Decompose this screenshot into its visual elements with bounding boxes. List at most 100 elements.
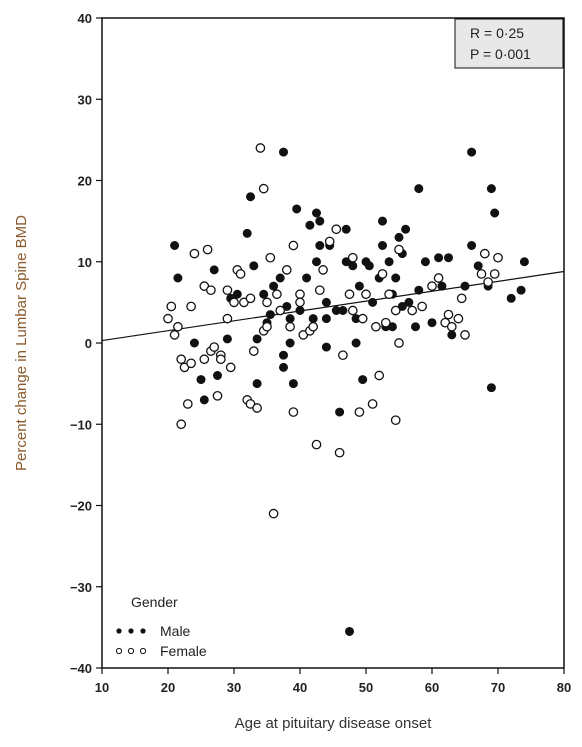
- legend-female-dot: [115, 647, 123, 655]
- legend-female-dot: [127, 647, 135, 655]
- data-point-female: [483, 277, 493, 287]
- data-point-female: [384, 289, 394, 300]
- data-point-male: [259, 289, 269, 299]
- data-point-male: [199, 395, 209, 405]
- data-point-male: [252, 379, 262, 389]
- data-point-female: [390, 305, 401, 316]
- legend-male-dot: [116, 628, 122, 634]
- data-point-female: [493, 252, 503, 263]
- data-point-male: [196, 375, 206, 385]
- y-tick-label: −30: [70, 580, 92, 595]
- data-point-male: [377, 216, 387, 226]
- data-point-female: [367, 399, 378, 409]
- data-point-male: [278, 147, 288, 157]
- data-point-male: [394, 232, 404, 242]
- data-point-male: [410, 322, 420, 332]
- data-point-male: [275, 273, 285, 283]
- data-point-female: [453, 313, 464, 324]
- data-point-male: [242, 228, 252, 238]
- data-point-male: [414, 184, 424, 194]
- data-point-female: [169, 330, 180, 340]
- y-tick-label: −10: [70, 417, 92, 432]
- data-point-female: [189, 248, 200, 259]
- data-point-male: [173, 273, 183, 283]
- legend: Gender Male Female: [115, 594, 207, 659]
- data-point-male: [213, 370, 223, 380]
- data-point-female: [245, 293, 256, 304]
- legend-title: Gender: [131, 594, 178, 610]
- data-point-female: [199, 354, 210, 365]
- x-tick-marks: [101, 668, 565, 674]
- data-point-male: [288, 379, 298, 389]
- data-point-female: [186, 358, 196, 369]
- data-point-female: [225, 362, 236, 373]
- legend-male-dot: [128, 628, 134, 634]
- data-point-female: [427, 281, 437, 291]
- data-point-female: [248, 346, 259, 356]
- data-point-female: [262, 321, 272, 332]
- data-point-male: [335, 407, 345, 417]
- data-point-male: [232, 289, 242, 299]
- data-point-male: [519, 257, 529, 267]
- stats-p-text: P = 0·001: [470, 46, 531, 62]
- data-point-male: [308, 314, 318, 324]
- data-point-male: [427, 318, 437, 328]
- data-point-female: [288, 240, 299, 251]
- y-tick-label: 30: [78, 92, 92, 107]
- data-point-male: [486, 184, 496, 194]
- data-point-female: [357, 313, 368, 324]
- data-point-female: [255, 143, 266, 153]
- data-point-female: [443, 309, 454, 320]
- data-point-male: [368, 297, 378, 307]
- legend-male-label: Male: [160, 623, 191, 639]
- data-point-female: [338, 350, 348, 361]
- data-point-female: [354, 407, 365, 417]
- data-point-female: [268, 508, 279, 519]
- x-tick-label: 50: [359, 680, 373, 695]
- data-point-female: [176, 354, 187, 365]
- data-point-female: [377, 269, 388, 279]
- data-point-male: [516, 285, 526, 295]
- data-point-male: [486, 383, 496, 393]
- data-point-female: [209, 342, 220, 352]
- data-point-male: [447, 330, 457, 340]
- data-point-male: [341, 224, 351, 234]
- x-axis-label: Age at pituitary disease onset: [235, 715, 433, 732]
- data-point-female: [446, 321, 457, 332]
- data-point-female: [347, 305, 358, 316]
- data-point-male: [443, 253, 453, 263]
- data-point-female: [212, 390, 223, 401]
- data-point-female: [163, 313, 173, 324]
- data-point-female: [374, 370, 385, 381]
- data-point-female: [361, 289, 371, 300]
- stats-box: R = 0·25 P = 0·001: [454, 18, 564, 69]
- data-point-male: [377, 241, 387, 251]
- data-point-female: [460, 330, 470, 340]
- female-points: [163, 143, 503, 519]
- data-point-female: [456, 293, 467, 304]
- data-point-male: [311, 208, 321, 218]
- data-point-male: [434, 253, 444, 263]
- x-tick-label: 10: [95, 680, 109, 695]
- data-point-male: [384, 257, 394, 267]
- data-point-male: [364, 261, 374, 271]
- data-point-female: [407, 305, 418, 316]
- data-point-male: [222, 334, 232, 344]
- x-tick-labels: 10 20 30 40 50 60 70 80: [95, 680, 571, 695]
- data-point-female: [433, 273, 444, 283]
- legend-male-marker: [116, 628, 146, 634]
- stats-r-text: R = 0·25: [470, 25, 524, 41]
- data-point-male: [311, 257, 321, 267]
- data-point-male: [292, 204, 302, 214]
- data-point-male: [209, 265, 219, 275]
- x-tick-label: 30: [227, 680, 241, 695]
- data-point-female: [390, 415, 401, 426]
- data-point-female: [235, 269, 246, 279]
- data-point-male: [285, 338, 295, 348]
- data-point-female: [229, 297, 239, 308]
- data-point-male: [302, 273, 312, 283]
- y-tick-label: 40: [78, 11, 92, 26]
- data-point-female: [331, 224, 342, 235]
- data-point-female: [476, 269, 487, 279]
- data-point-female: [479, 248, 490, 259]
